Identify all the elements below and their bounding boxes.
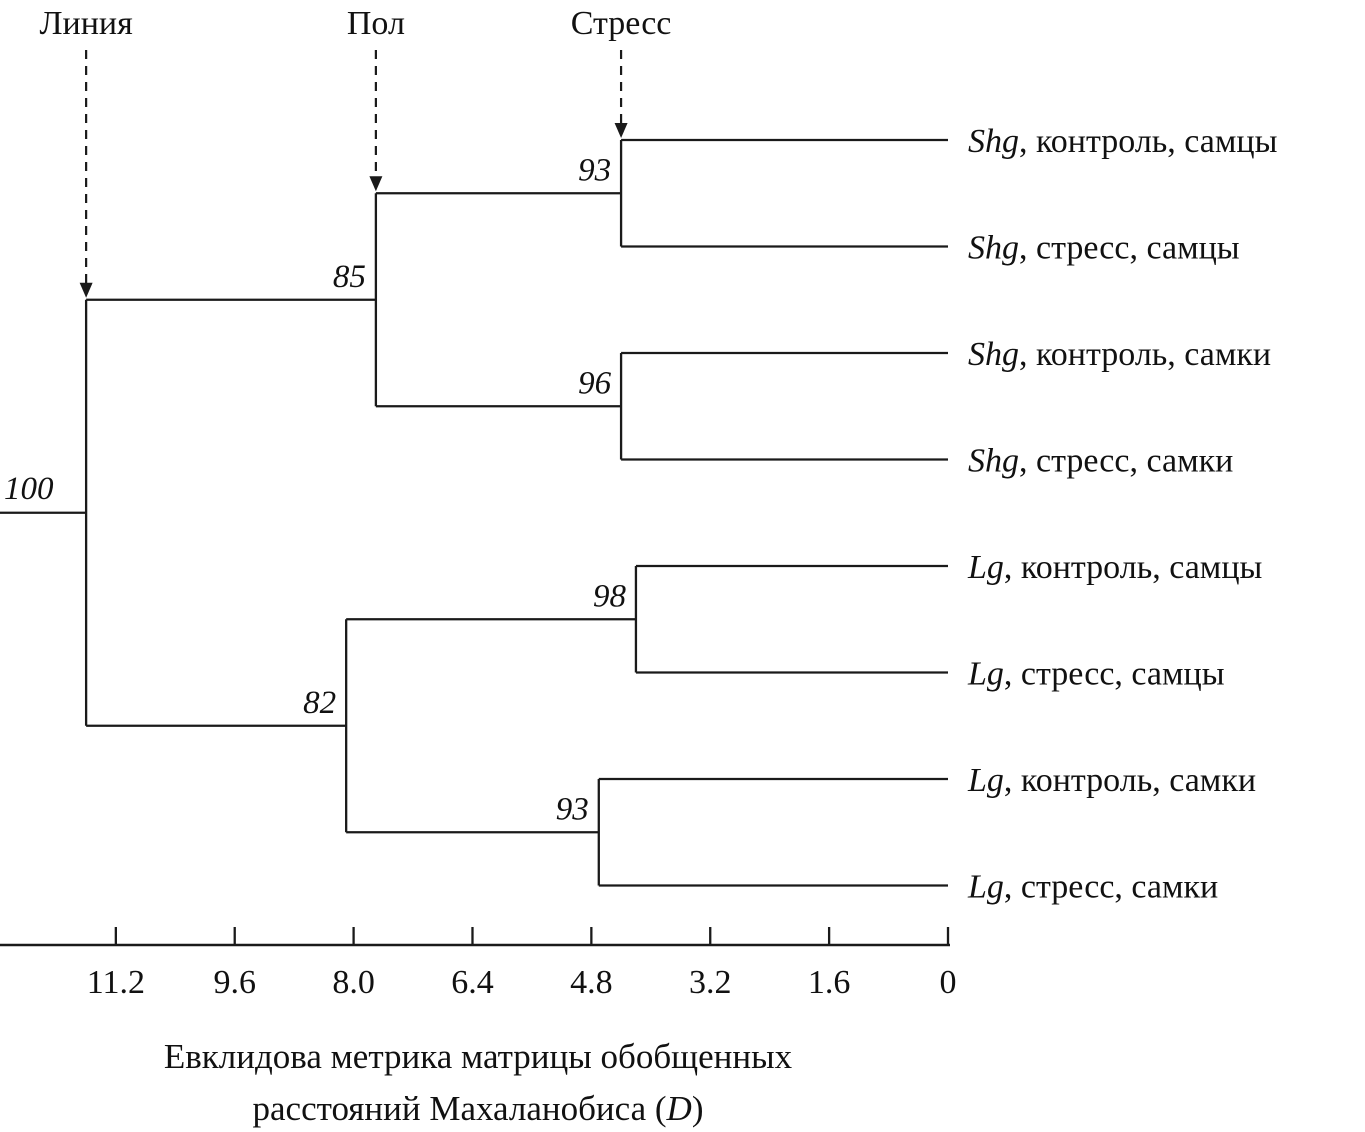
- dendrogram-branches: [0, 138, 948, 887]
- factor-label: Пол: [347, 5, 405, 42]
- axis-tick-label: 4.8: [570, 964, 613, 1001]
- axis-title-line1: Евклидова метрика матрицы обобщенных: [164, 1037, 793, 1076]
- axis-tick-label: 6.4: [451, 964, 494, 1001]
- leaf-label: Lg, контроль, самки: [967, 762, 1256, 799]
- axis-tick-label: 1.6: [808, 964, 851, 1001]
- leaf-label: Shg, контроль, самцы: [968, 123, 1278, 160]
- axis-tick-label: 0: [940, 964, 957, 1001]
- down-arrowhead-icon: [369, 176, 383, 192]
- node-support-label: 93: [578, 152, 611, 188]
- node-support-label: 82: [303, 685, 336, 721]
- leaf-label: Shg, стресс, самцы: [968, 230, 1240, 267]
- down-arrowhead-icon: [614, 123, 628, 138]
- node-support-label: 98: [593, 578, 627, 614]
- node-support-label: 100: [4, 471, 54, 507]
- axis-tick-label: 8.0: [332, 964, 375, 1001]
- axis-title-line2: расстояний Махаланобиса (D): [253, 1089, 704, 1128]
- leaf-label: Shg, контроль, самки: [968, 336, 1271, 373]
- node-support-label: 96: [578, 365, 612, 401]
- axis-tick-label: 9.6: [213, 964, 256, 1001]
- leaf-label: Lg, стресс, самки: [967, 869, 1218, 906]
- leaf-label: Shg, стресс, самки: [968, 443, 1233, 480]
- axis-tick-label: 11.2: [87, 964, 145, 1001]
- node-support-label: 93: [556, 791, 589, 827]
- axis-tick-label: 3.2: [689, 964, 732, 1001]
- leaf-label: Lg, контроль, самцы: [967, 549, 1263, 586]
- leaf-label: Lg, стресс, самцы: [967, 656, 1225, 693]
- node-support-label: 85: [333, 259, 366, 295]
- factor-label: Линия: [39, 5, 133, 42]
- down-arrowhead-icon: [79, 282, 93, 298]
- factor-label: Стресс: [571, 5, 672, 42]
